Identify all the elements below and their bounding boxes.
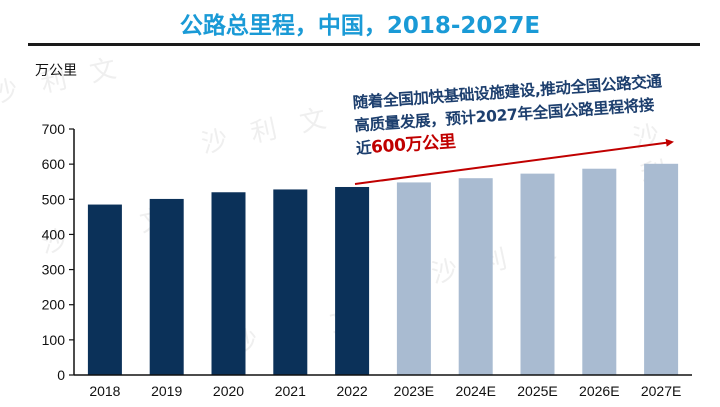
bar-2022 xyxy=(335,186,370,375)
bar-2026E xyxy=(582,168,617,375)
bar-2027E xyxy=(644,163,679,375)
x-tick-label: 2022 xyxy=(337,383,368,399)
x-tick-label: 2019 xyxy=(151,383,182,399)
bar-2020 xyxy=(211,192,246,375)
x-tick-label: 2025E xyxy=(517,383,557,399)
bar-2019 xyxy=(149,198,184,375)
annotation-highlight: 600万公里 xyxy=(370,131,457,158)
y-tick-label: 600 xyxy=(42,156,66,172)
bar-2021 xyxy=(273,189,308,375)
y-tick-label: 100 xyxy=(42,332,66,348)
x-tick-label: 2023E xyxy=(394,383,434,399)
chart-title: 公路总里程，中国，2018-2027E xyxy=(179,13,541,39)
y-tick-label: 400 xyxy=(42,226,66,242)
title-divider xyxy=(28,43,700,46)
y-tick-label: 700 xyxy=(42,121,66,137)
y-tick-label: 0 xyxy=(57,367,65,383)
bar-2018 xyxy=(87,204,122,375)
y-tick-label: 200 xyxy=(42,297,66,313)
y-tick-label: 500 xyxy=(42,191,66,207)
x-tick-label: 2018 xyxy=(89,383,120,399)
x-tick-label: 2026E xyxy=(579,383,619,399)
x-tick-label: 2024E xyxy=(455,383,495,399)
x-tick-label: 2021 xyxy=(275,383,306,399)
y-tick-label: 300 xyxy=(42,262,66,278)
x-tick-label: 2027E xyxy=(641,383,681,399)
bar-2023E xyxy=(396,182,431,375)
bar-2025E xyxy=(520,173,555,375)
x-tick-label: 2020 xyxy=(213,383,244,399)
bar-2024E xyxy=(458,178,493,375)
trend-arrow xyxy=(354,138,674,185)
y-axis-unit-label: 万公里 xyxy=(35,63,77,79)
